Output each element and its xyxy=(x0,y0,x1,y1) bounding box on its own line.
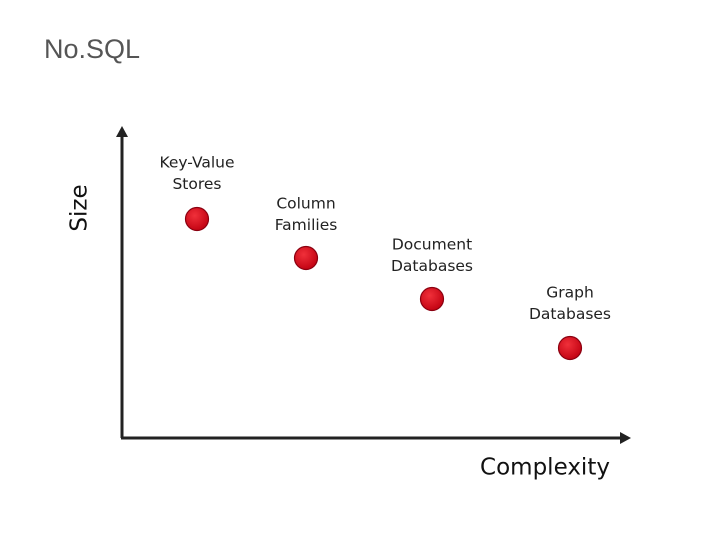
node-dot xyxy=(557,335,583,361)
x-axis-label: Complexity xyxy=(480,455,610,481)
slide-title: No.SQL xyxy=(44,34,140,64)
nodes: Key-Value Stores Column Families Document Dat… xyxy=(159,154,611,361)
node-label: Graph xyxy=(546,284,594,302)
node-dot xyxy=(184,206,210,232)
node-label: Databases xyxy=(391,257,473,275)
node-label: Databases xyxy=(529,305,611,323)
node-label: Column xyxy=(276,195,335,213)
node-label: Document xyxy=(392,236,472,254)
node-label: Stores xyxy=(172,175,221,193)
node-dot xyxy=(419,286,445,312)
node-dot xyxy=(293,245,319,271)
y-axis-label: Size xyxy=(67,184,93,231)
node-label: Families xyxy=(275,216,338,234)
y-axis-arrow xyxy=(116,126,128,137)
node-label: Key-Value xyxy=(159,154,234,172)
x-axis-arrow xyxy=(620,432,631,444)
